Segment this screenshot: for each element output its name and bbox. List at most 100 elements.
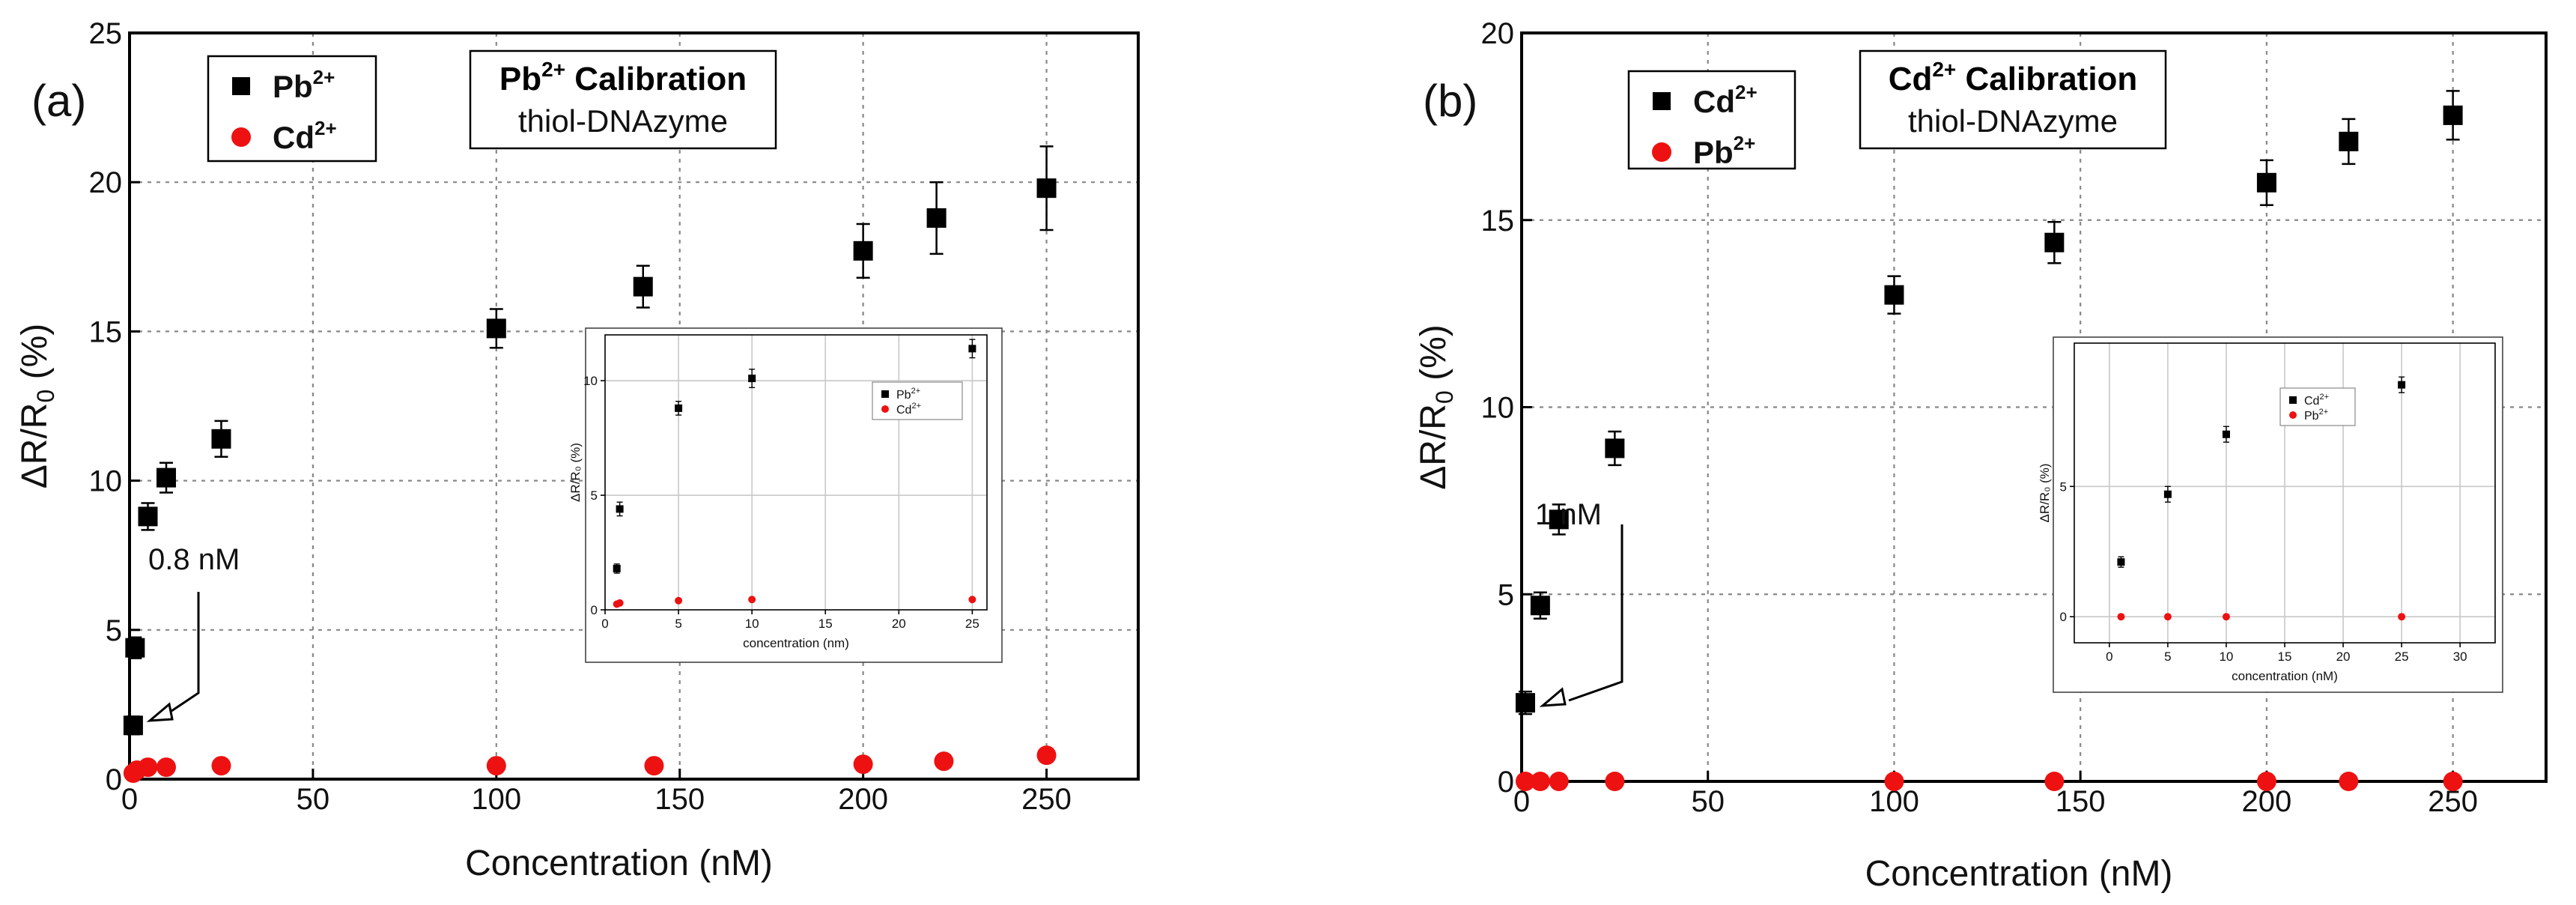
data-point-circle [2443,772,2463,791]
inset-x-tick-label: 30 [2453,650,2467,664]
chart-title-charge: 2+ [541,58,565,81]
chart-title-rest: Calibration [565,61,747,97]
inset-legend-label-ion: Cd [896,404,911,417]
legend-label-ion: Cd [1693,84,1735,119]
legend-marker-square [232,77,250,95]
chart-title-rest: Calibration [1956,61,2137,97]
y-tick-label: 10 [1481,392,1515,425]
inset-data-point-circle [616,599,624,607]
chart-title: Cd2+ Calibration [1889,58,2138,97]
inset-legend-box [2279,387,2356,426]
legend-marker-circle [1652,142,1671,162]
legend-label-ion: Pb [273,69,313,104]
chart-title: Pb2+ Calibration [499,58,747,97]
x-tick-label: 0 [1513,785,1530,818]
data-point-circle [2256,772,2276,791]
inset-y-tick-label: 5 [591,488,598,503]
chart-title-ion: Pb [499,61,541,97]
legend-label-ion: Cd [273,120,315,155]
inset-data-point-square [613,564,621,572]
data-point-square [486,318,506,339]
legend-label: Pb2+ [1693,132,1755,170]
data-point-square [1884,285,1904,305]
data-point-square [1515,693,1535,713]
data-point-square [2044,232,2065,252]
y-tick-label: 15 [89,315,123,348]
y-tick-label: 5 [1498,578,1514,611]
data-point-square [2256,172,2276,193]
detection-limit-label: 1 nM [1535,498,1602,531]
inset-legend-marker-square [2289,396,2297,404]
data-point-square [123,715,143,736]
legend-label-ion: Pb [1693,135,1734,170]
legend-marker-circle [231,127,251,147]
panel-a: (a)0 50 100 150 200 2500510152025Concentratio… [15,17,1140,883]
legend-label: Cd2+ [273,117,337,155]
inset-data-point-circle [2117,613,2125,621]
legend-label-charge: 2+ [315,117,337,139]
inset-x-tick-label: 10 [745,617,759,631]
inset-x-tick-label: 0 [2106,650,2112,664]
inset-legend-label-ion: Cd [2304,395,2319,408]
y-axis-label-subscript: 0 [1431,390,1458,404]
y-axis-label: ΔR/R0 (%) [1414,324,1458,490]
inset-data-point-square [616,505,624,513]
detection-limit-arrowhead [146,702,174,722]
data-point-square [633,276,653,297]
legend-label: Cd2+ [1693,81,1758,119]
plot-frame [1520,31,2548,783]
legend-label-charge: 2+ [313,66,335,88]
inset-data-point-circle [2222,613,2230,621]
inset-x-axis-label: concentration (nm) [743,636,849,650]
inset-x-tick-label: 0 [601,617,608,631]
legend-label-charge: 2+ [1734,132,1756,154]
x-tick-label: 50 [1691,785,1725,818]
data-point-square [1605,438,1625,458]
data-point-square [211,429,231,449]
inset-data-point-circle [2398,613,2406,621]
data-point-square [156,467,176,488]
data-point-circle [1530,772,1550,791]
x-tick-label: 50 [297,783,330,816]
data-point-square [853,240,873,261]
inset-legend-label-ion: Pb [896,389,911,402]
inset-data-point-circle [675,596,683,605]
y-tick-label: 0 [1498,766,1514,799]
detection-limit-arrow [1568,524,1623,702]
inset-x-tick-label: 20 [2336,650,2351,664]
inset-data-point-square [2398,381,2406,389]
inset-legend-label-charge: 2+ [911,402,921,411]
data-point-square [125,638,145,658]
data-point-circle [934,751,954,772]
data-point-circle [2339,772,2359,791]
y-axis-label-subscript: 0 [32,390,59,403]
inset-legend-label: Cd2+ [2304,393,2329,408]
inset-y-tick-label: 0 [2060,610,2067,624]
data-point-circle [1515,772,1535,791]
data-point-square [926,208,947,228]
inset-data-point-square [2117,558,2125,566]
y-axis-label-unit: (%) [1414,324,1453,390]
inset-background [2053,336,2503,693]
y-tick-label: 15 [1481,205,1515,237]
inset-x-tick-label: 5 [2164,650,2171,664]
x-tick-label: 250 [1021,783,1072,816]
inset-x-tick-label: 15 [818,617,833,631]
data-point-square [2339,131,2359,151]
inset-legend-label: Pb2+ [896,387,920,402]
detection-limit-arrowhead [1539,687,1567,707]
y-tick-label: 10 [89,465,123,498]
y-axis-label: ΔR/R0 (%) [15,324,59,489]
inset-data-point-circle [968,596,976,604]
x-tick-label: 200 [838,783,888,816]
legend-label: Pb2+ [273,66,335,104]
plot-frame [128,31,1140,781]
inset-legend-label-charge: 2+ [2319,408,2329,417]
inset-chart: 0 5 10 15 20 25 30 0 5 concentration (nM) ΔR/R₀ (%… [2038,336,2503,693]
y-axis-label-main: ΔR/R [15,403,55,489]
data-point-circle [1036,745,1057,766]
x-tick-label: 0 [121,783,138,816]
inset-data-point-square [2222,430,2230,438]
legend-label-charge: 2+ [1735,81,1758,103]
inset-x-axis-label: concentration (nM) [2232,669,2338,683]
